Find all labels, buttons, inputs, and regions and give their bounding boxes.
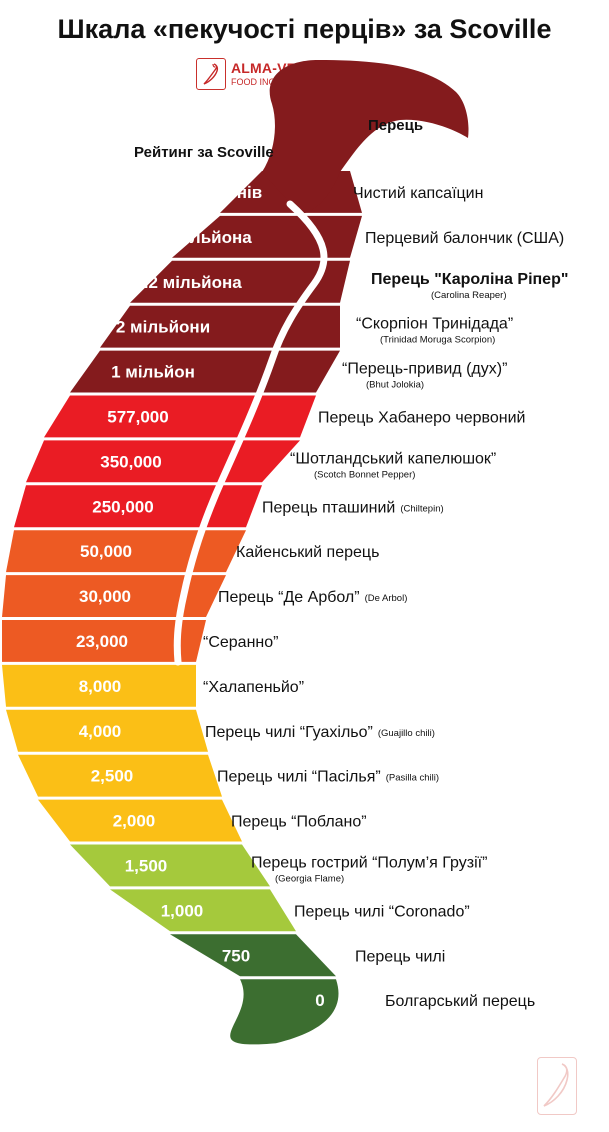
scoville-band <box>14 485 262 528</box>
scoville-value-label: 1 мільйон <box>111 363 195 382</box>
pepper-name-label: “Серанно” <box>203 634 278 651</box>
pepper-latin-name: (Carolina Reaper) <box>431 290 507 301</box>
scoville-value-label: 15 мільйонів <box>154 183 262 202</box>
pepper-name-label: Перець чилі “Coronado” <box>294 903 470 920</box>
pepper-name-label: Кайенський перець <box>236 544 379 561</box>
pepper-name-label: “Шотландський капелюшок” <box>290 450 496 467</box>
scoville-band <box>2 664 196 707</box>
scoville-value-label: 30,000 <box>79 587 131 606</box>
pepper-stem <box>262 60 469 214</box>
pepper-cut-line <box>173 200 328 666</box>
pepper-name-label: “Скорпіон Тринідада” <box>356 316 513 333</box>
scoville-band <box>6 530 246 573</box>
scoville-band <box>2 620 206 662</box>
scoville-band <box>230 979 339 1045</box>
scoville-value-label: 350,000 <box>100 452 161 471</box>
pepper-logo-icon <box>196 58 226 90</box>
scoville-value-label: 250,000 <box>92 497 153 516</box>
scoville-band <box>130 260 350 303</box>
scoville-band <box>2 575 226 617</box>
scoville-band <box>170 934 336 977</box>
scoville-value-label: 0 <box>315 991 324 1010</box>
pepper-name-label: Чистий капсаїцин <box>353 185 483 202</box>
pepper-latin-name: (Scotch Bonnet Pepper) <box>314 469 415 480</box>
scoville-value-label: 2,000 <box>113 812 156 831</box>
scoville-value-label: 5.3 мільйона <box>144 228 252 247</box>
scoville-value-label: 23,000 <box>76 632 128 651</box>
pepper-name-label: Перець гострий “Полум’я Грузії” <box>251 854 487 871</box>
scoville-value-label: 50,000 <box>80 542 132 561</box>
pepper-latin-name: (Pasilla chili) <box>386 773 439 784</box>
pepper-name-label: Перець “Поблано” <box>231 814 367 831</box>
pepper-name-label: Перцевий балончик (США) <box>365 230 564 247</box>
scoville-band <box>6 709 208 752</box>
scoville-value-label: 4,000 <box>79 722 122 741</box>
scoville-value-label: 577,000 <box>107 407 168 426</box>
pepper-latin-name: (Chiltepin) <box>400 503 443 514</box>
scoville-value-label: 750 <box>222 946 250 965</box>
scoville-band <box>110 889 296 932</box>
pepper-name-label: Болгарський перець <box>385 993 535 1010</box>
pepper-latin-name: (Georgia Flame) <box>275 873 344 884</box>
pepper-latin-name: (Bhut Jolokia) <box>366 380 424 391</box>
pepper-column-header: Перець <box>368 117 424 134</box>
pepper-name-label: “Халапеньйо” <box>203 679 304 696</box>
watermark-pepper-icon <box>537 1057 577 1115</box>
scoville-value-label: 1,500 <box>125 856 168 875</box>
chart-title: Шкала «пекучості перців» за Scoville <box>57 14 552 44</box>
scoville-value-label: 2,500 <box>91 767 134 786</box>
rating-column-header: Рейтинг за Scoville <box>134 144 274 161</box>
pepper-name-label: Перець пташиний <box>262 499 395 516</box>
scoville-band <box>38 799 242 842</box>
scoville-band <box>26 440 300 483</box>
pepper-latin-name: (Trinidad Moruga Scorpion) <box>380 335 495 346</box>
scoville-value-label: 2.2 мільйона <box>134 273 242 292</box>
pepper-name-label: Перець “Де Арбол” <box>218 589 360 606</box>
pepper-name-label: Перець чилі <box>355 948 445 965</box>
scoville-band <box>70 844 270 887</box>
scoville-value-label: 2 мільйони <box>116 318 210 337</box>
pepper-latin-name: (De Arbol) <box>365 593 408 604</box>
pepper-name-label: Перець чилі “Гуахільо” <box>205 724 373 741</box>
pepper-name-label: Перець "Кароліна Ріпер" <box>371 271 568 288</box>
scoville-band <box>18 754 222 797</box>
pepper-name-label: Перець чилі “Пасілья” <box>217 769 381 786</box>
pepper-name-label: Перець Хабанеро червоний <box>318 409 525 426</box>
pepper-name-label: “Перець-привид (дух)” <box>342 361 507 378</box>
scoville-band <box>44 395 316 438</box>
pepper-latin-name: (Guajillo chili) <box>378 728 435 739</box>
scoville-value-label: 1,000 <box>161 901 204 920</box>
scoville-value-label: 8,000 <box>79 677 122 696</box>
